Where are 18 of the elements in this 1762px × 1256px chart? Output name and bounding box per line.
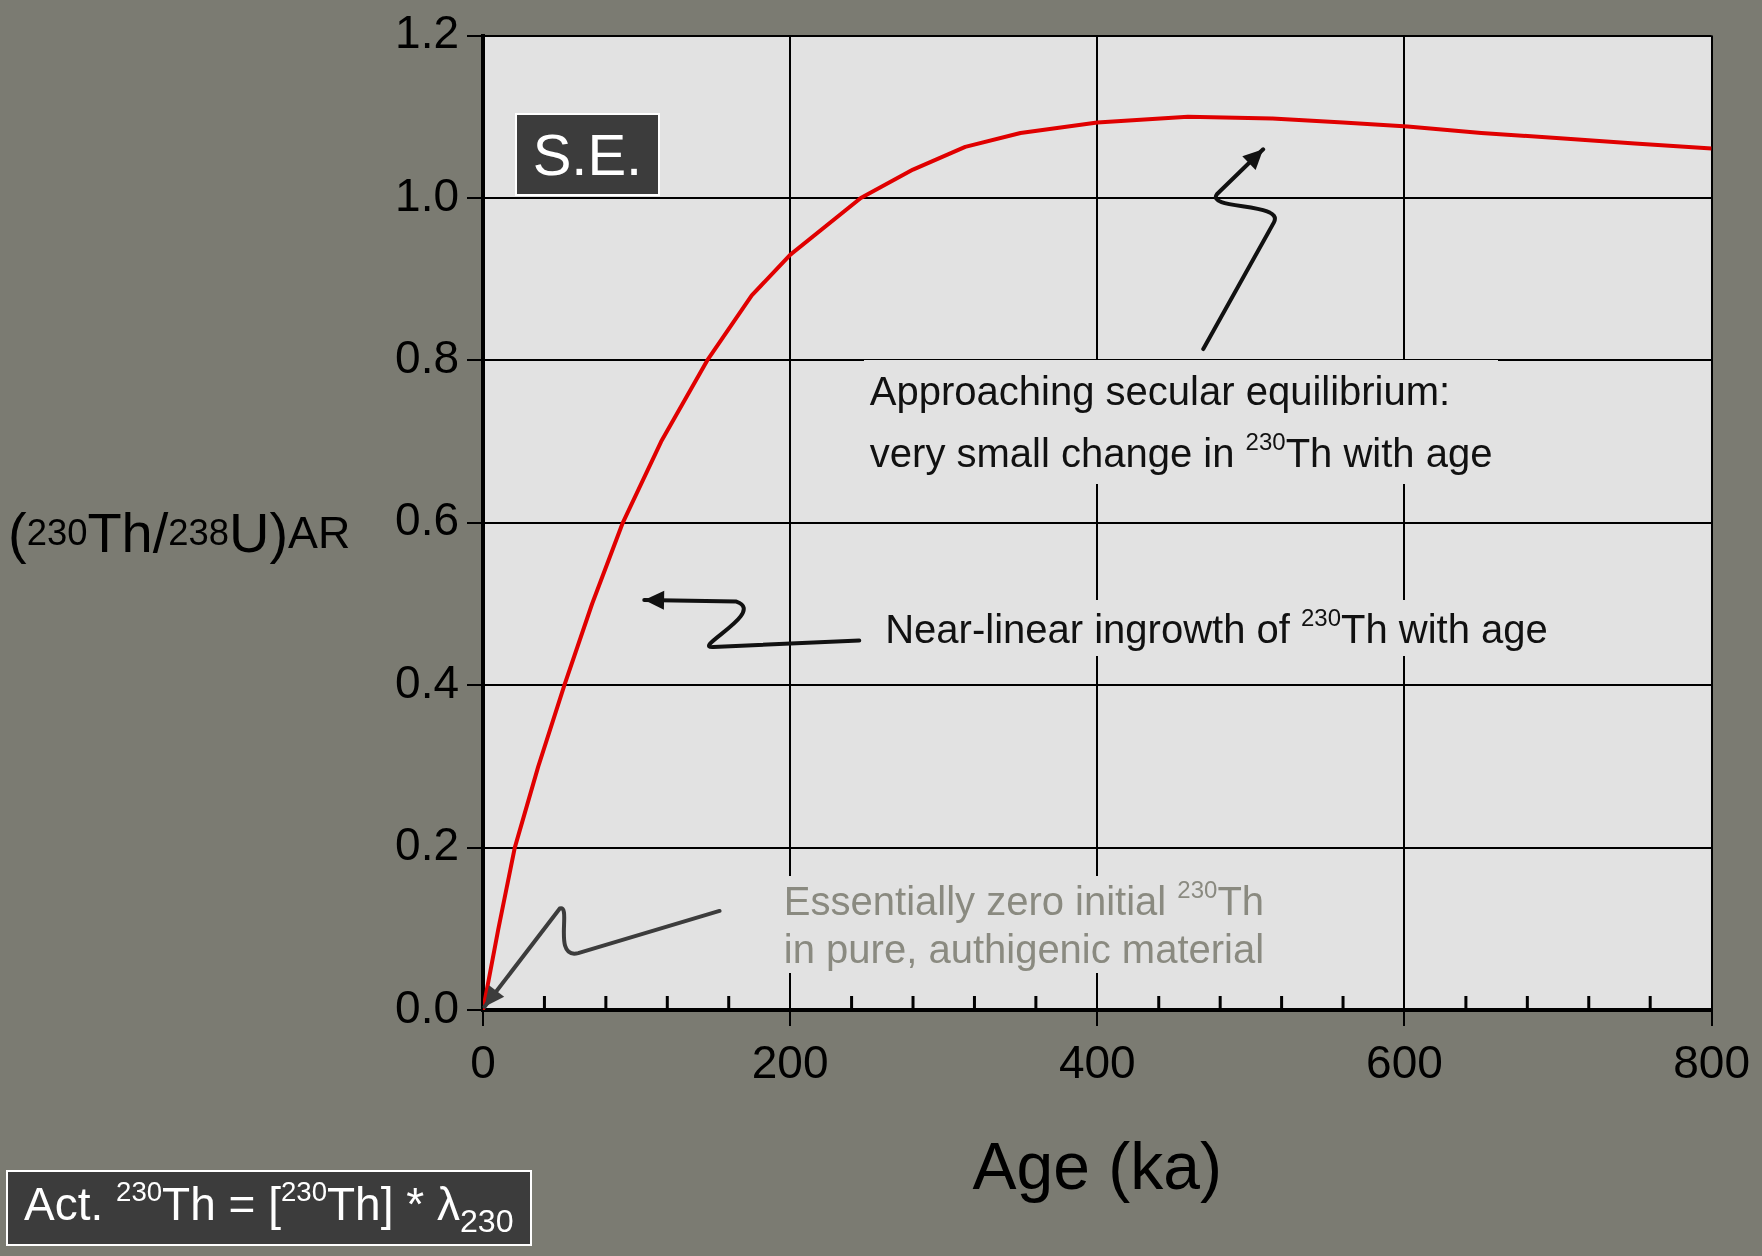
- annotation: Near-linear ingrowth of $^{230}$Th with age: [879, 599, 1554, 656]
- y-tick-label: 0.6: [395, 493, 459, 546]
- x-tick-label: 200: [751, 1036, 829, 1089]
- x-tick-label: 400: [1058, 1036, 1136, 1089]
- y-tick-label: 0.4: [395, 655, 459, 708]
- text: Act. $^{230}$Th = [$^{230}$Th] * λ$_{230}$: [6, 1170, 532, 1246]
- y-tick-label: 1.0: [395, 168, 459, 221]
- x-tick-label: 600: [1366, 1036, 1443, 1089]
- annotation: Approaching secular equilibrium: very small change in $^{230}$Th with age: [863, 360, 1499, 485]
- annotation: S.E.: [514, 112, 661, 196]
- x-tick-label: 0: [470, 1036, 496, 1089]
- annotation: Essentially zero initial $^{230}$Th in pure, authigenic material: [777, 876, 1271, 973]
- x-tick-label: 800: [1673, 1036, 1750, 1089]
- y-tick-label: 1.2: [395, 6, 459, 59]
- y-tick-label: 0.0: [395, 980, 459, 1033]
- y-tick-label: 0.8: [395, 331, 459, 384]
- x-axis-title: Age (ka): [972, 1128, 1223, 1203]
- y-tick-label: 0.2: [395, 818, 459, 871]
